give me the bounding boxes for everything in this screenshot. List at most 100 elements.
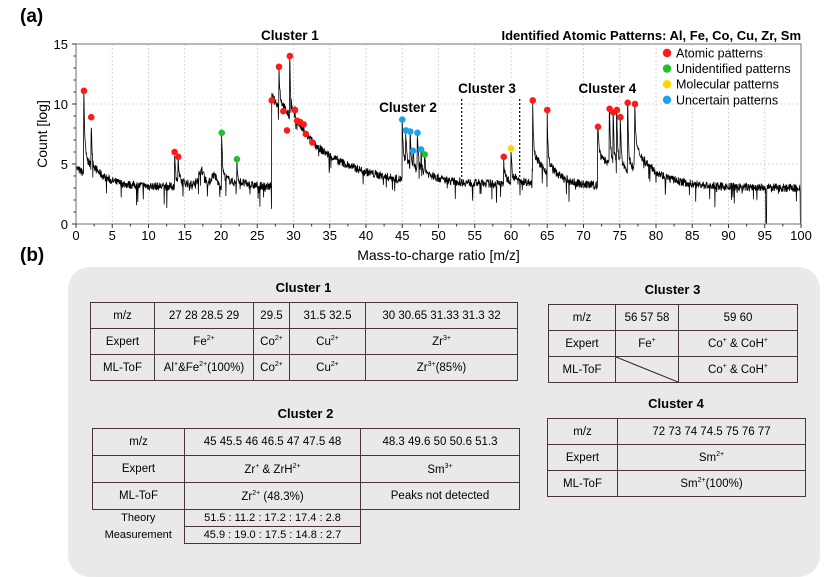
peak-marker (302, 130, 310, 138)
peak-marker (218, 129, 226, 137)
table-cell: 59 60 (678, 304, 798, 331)
cell-text: Peaks not detected (390, 490, 490, 502)
table-row: Measurement 45.9 : 19.0 : 17.5 : 14.8 : 2… (93, 526, 520, 544)
x-tick-label: 15 (178, 228, 192, 243)
cell-text: 59 60 (723, 311, 753, 324)
legend-label: Molecular patterns (676, 78, 779, 92)
peak-marker (87, 113, 95, 121)
cell-text: ML-ToF (562, 363, 602, 376)
table-cell (360, 509, 520, 527)
cell-text: Expert (121, 463, 156, 475)
superscript-charge: 3+ (442, 335, 451, 342)
cell-text: (85%) (435, 362, 467, 374)
spectrum-trace (75, 57, 801, 225)
cell-text: 48.3 49.6 50 50.6 51.3 (382, 436, 498, 448)
x-tick-label: 90 (721, 228, 735, 243)
cluster-label: Cluster 2 (379, 100, 437, 115)
cell-text: 56 57 58 (624, 311, 670, 324)
cell-text: Zr (244, 463, 256, 476)
row-header-cell: Expert (547, 444, 618, 471)
peak-marker (398, 116, 406, 123)
cell-text: Co (708, 338, 723, 350)
row-header-cell: m/z (90, 302, 155, 329)
cell-text: Co (708, 364, 723, 376)
row-header-cell: ML-ToF (548, 356, 616, 383)
x-tick-label: 30 (286, 228, 300, 243)
x-tick-label: 5 (109, 228, 116, 243)
cell-text: m/z (113, 309, 132, 322)
peak-marker (421, 151, 429, 158)
superscript-charge: + (255, 462, 260, 470)
table-cell: Fe2+ (154, 328, 254, 355)
superscript-charge: 2+ (697, 477, 706, 484)
cell-text: 51.5 : 11.2 : 17.2 : 17.4 : 2.8 (204, 512, 341, 524)
table-cell: 72 73 74 74.5 75 76 77 (617, 418, 806, 445)
peak-marker (594, 123, 602, 131)
row-header-cell: m/z (92, 428, 185, 456)
superscript-charge: 2+ (274, 361, 283, 368)
table-cell: Zr3+(85%) (365, 354, 518, 381)
superscript-charge: 3+ (427, 361, 436, 368)
table-cell: Sm3+ (360, 455, 520, 483)
peak-marker (291, 106, 299, 114)
y-tick-label: 15 (54, 37, 68, 52)
peak-marker (414, 129, 421, 137)
cell-text: Sm (427, 463, 445, 476)
x-tick-label: 45 (395, 228, 409, 243)
peak-marker (275, 63, 283, 71)
cell-text: 30 30.65 31.33 31.3 32 (382, 309, 501, 322)
table-row: ML-ToF Co+ & CoH+ (548, 356, 798, 383)
legend-label: Uncertain patterns (676, 93, 778, 107)
superscript-charge: + (722, 363, 727, 370)
cell-text: 29.5 (260, 309, 283, 322)
cell-text: m/z (129, 436, 148, 448)
x-tick-label: 50 (431, 228, 445, 243)
peak-marker (409, 147, 417, 155)
superscript-charge: + (763, 337, 768, 344)
cell-text: Measurement (104, 529, 172, 541)
row-header-cell: m/z (548, 304, 616, 331)
peak-marker (624, 99, 632, 107)
peak-marker (417, 146, 425, 153)
table-row: ML-ToF Sm2+(100%) (547, 470, 806, 497)
x-tick-label: 40 (359, 228, 373, 243)
y-tick-label: 10 (54, 97, 68, 112)
cluster3-table: m/z 56 57 58 59 60 Expert Fe+ Co+ & CoH+ ML-To… (548, 304, 798, 383)
peak-marker (286, 52, 294, 60)
table-row: m/z 72 73 74 74.5 75 76 77 (547, 418, 806, 445)
table-cell: Sm2+ (617, 444, 806, 471)
x-tick-label: 55 (468, 228, 482, 243)
cell-text: & CoH (726, 338, 764, 350)
row-header-cell: m/z (547, 418, 618, 445)
table-row: m/z 45 45.5 46 46.5 47 47.5 48 48.3 49.6 5… (92, 428, 520, 456)
cell-text: Theory (121, 512, 156, 525)
x-tick-label: 10 (141, 228, 155, 243)
peak-marker (500, 153, 508, 161)
superscript-charge: 2+ (199, 361, 208, 368)
cell-text: Expert (565, 337, 599, 350)
cell-text: 45 45.5 46 46.5 47 47.5 48 (203, 436, 342, 448)
peak-marker (309, 139, 316, 146)
cluster-label: Cluster 1 (261, 28, 319, 43)
cell-text: Co (260, 336, 275, 348)
table-row: m/z 27 28 28.5 29 29.5 31.5 32.5 30 30.65 31… (90, 302, 518, 329)
table-cell: 45.9 : 19.0 : 17.5 : 14.8 : 2.7 (184, 526, 361, 544)
row-header-cell: Measurement (93, 527, 185, 544)
x-tick-label: 60 (504, 228, 518, 243)
cell-text: Expert (105, 335, 140, 348)
table-cell: 56 57 58 (615, 304, 679, 331)
superscript-charge: 2+ (330, 335, 339, 342)
superscript-charge: 2+ (206, 335, 215, 342)
row-header-cell: Expert (92, 455, 185, 483)
superscript-charge: 2+ (292, 462, 301, 470)
peak-marker (280, 107, 287, 115)
cluster4-table: m/z 72 73 74 74.5 75 76 77 Expert Sm2+ ML-To… (547, 418, 806, 497)
table-row: Expert Fe+ Co+ & CoH+ (548, 330, 798, 357)
cell-text: Cu (316, 362, 331, 374)
legend-marker (662, 80, 672, 89)
table-cell: 31.5 32.5 (289, 302, 366, 329)
table-row: Expert Sm2+ (547, 444, 806, 471)
superscript-charge: 2+ (330, 361, 339, 368)
table-cell: 30 30.65 31.33 31.3 32 (365, 302, 518, 329)
superscript-charge: + (722, 337, 727, 344)
